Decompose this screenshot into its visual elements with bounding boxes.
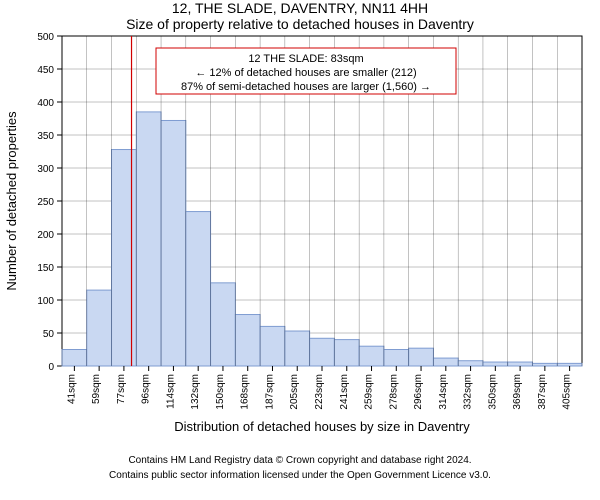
page-title-subtitle: Size of property relative to detached ho…	[0, 16, 600, 32]
svg-text:187sqm: 187sqm	[264, 374, 275, 410]
chart-container: 0 50 100 150 200 250 300 350 400 450 500 41sqm 59sqm…	[0, 32, 600, 451]
svg-text:223sqm: 223sqm	[314, 374, 325, 410]
svg-text:278sqm: 278sqm	[388, 374, 399, 410]
svg-text:350sqm: 350sqm	[487, 374, 498, 410]
svg-text:205sqm: 205sqm	[289, 374, 300, 410]
svg-text:350: 350	[37, 131, 54, 142]
svg-text:168sqm: 168sqm	[240, 374, 251, 410]
svg-text:Distribution of detached house: Distribution of detached houses by size …	[174, 419, 470, 434]
svg-text:200: 200	[37, 230, 54, 241]
svg-text:← 12% of detached houses are s: ← 12% of detached houses are smaller (21…	[195, 67, 416, 79]
svg-text:250: 250	[37, 197, 54, 208]
footer-line-1: Contains HM Land Registry data © Crown c…	[0, 451, 600, 466]
svg-text:450: 450	[37, 65, 54, 76]
svg-text:387sqm: 387sqm	[537, 374, 548, 410]
svg-text:77sqm: 77sqm	[116, 374, 127, 404]
svg-text:114sqm: 114sqm	[165, 374, 176, 409]
svg-text:150: 150	[37, 263, 54, 274]
svg-text:132sqm: 132sqm	[190, 374, 201, 410]
svg-text:96sqm: 96sqm	[141, 374, 152, 404]
svg-text:369sqm: 369sqm	[512, 374, 523, 410]
svg-text:87% of semi-detached houses ar: 87% of semi-detached houses are larger (…	[181, 81, 431, 93]
svg-text:50: 50	[43, 329, 55, 340]
svg-text:12 THE SLADE: 83sqm: 12 THE SLADE: 83sqm	[248, 53, 363, 65]
svg-text:241sqm: 241sqm	[339, 374, 350, 410]
svg-text:314sqm: 314sqm	[438, 374, 449, 410]
svg-text:300: 300	[37, 164, 54, 175]
svg-text:296sqm: 296sqm	[413, 374, 424, 410]
page-title-address: 12, THE SLADE, DAVENTRY, NN11 4HH	[0, 0, 600, 16]
histogram-chart: 0 50 100 150 200 250 300 350 400 450 500 41sqm 59sqm…	[0, 32, 598, 446]
svg-text:59sqm: 59sqm	[91, 374, 102, 404]
svg-text:332sqm: 332sqm	[463, 374, 474, 410]
svg-text:100: 100	[37, 296, 54, 307]
svg-text:41sqm: 41sqm	[66, 374, 77, 404]
svg-text:150sqm: 150sqm	[215, 374, 226, 410]
svg-text:259sqm: 259sqm	[364, 374, 375, 410]
footer-line-2: Contains public sector information licen…	[0, 466, 600, 481]
svg-text:405sqm: 405sqm	[562, 374, 573, 410]
svg-text:Number of detached properties: Number of detached properties	[4, 111, 19, 291]
svg-text:500: 500	[37, 32, 54, 43]
svg-text:0: 0	[48, 362, 54, 373]
svg-text:400: 400	[37, 98, 54, 109]
